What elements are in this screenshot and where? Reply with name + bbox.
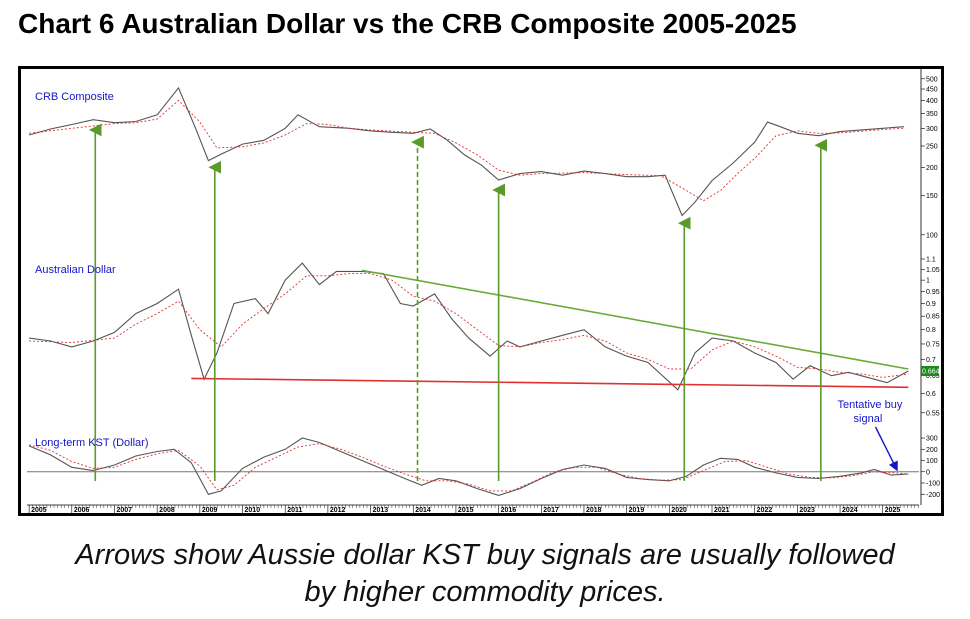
y-tick-label: 100 (926, 458, 938, 465)
x-tick-label: 2011 (287, 507, 302, 513)
y-tick-label: 0.65 (926, 373, 940, 380)
x-tick-label: 2019 (629, 507, 645, 513)
x-tick-label: 2014 (415, 507, 431, 513)
y-tick-label: 350 (926, 111, 938, 118)
panel-title-3: Long-term KST (Dollar) (35, 437, 149, 449)
moving-average-line (29, 99, 905, 202)
x-tick-label: 2009 (202, 507, 218, 513)
y-tick-label: 0.7 (926, 357, 936, 364)
caption-line-1: Arrows show Aussie dollar KST buy signal… (75, 539, 895, 571)
chart-series (28, 86, 909, 496)
y-tick-label: 0.95 (926, 289, 940, 296)
x-tick-label: 2025 (885, 507, 901, 513)
y-tick-label: 0 (926, 469, 930, 476)
y-tick-label: 1.05 (926, 267, 940, 274)
chart-title: Chart 6 Australian Dollar vs the CRB Com… (18, 8, 797, 39)
x-tick-label: 2013 (373, 507, 389, 513)
y-tick-label: 400 (926, 98, 938, 105)
moving-average-line (29, 273, 909, 378)
y-tick-label: 1 (926, 278, 930, 285)
y-tick-label: 200 (926, 165, 938, 172)
y-tick-label: 500 (926, 76, 938, 83)
x-tick-label: 2005 (31, 507, 47, 513)
chart-caption: Arrows show Aussie dollar KST buy signal… (0, 537, 970, 611)
upper-trendline (361, 269, 909, 370)
x-tick-label: 2021 (714, 507, 730, 513)
y-tick-label: 450 (926, 87, 938, 94)
x-tick-label: 2010 (245, 507, 261, 513)
x-tick-label: 2015 (458, 507, 474, 513)
chart-frame: Tentative buy signal CRB Composite 500 450 4… (18, 66, 944, 516)
y-tick-label: 0.75 (926, 341, 940, 348)
x-tick-label: 2023 (799, 507, 815, 513)
x-tick-label: 2020 (671, 507, 687, 513)
y-tick-label: 200 (926, 447, 938, 454)
y-tick-label: 1.1 (926, 256, 936, 263)
lower-trendline (191, 377, 909, 389)
y-tick-label: 0.8 (926, 327, 936, 334)
chart-annotations: Tentative buy signal (838, 399, 903, 472)
x-tick-label: 2022 (757, 507, 773, 513)
caption-line-2: by higher commodity prices. (304, 576, 666, 608)
x-tick-label: 2016 (501, 507, 517, 513)
annotation-text: signal (854, 413, 883, 425)
y-tick-label: 150 (926, 193, 938, 200)
price-line (29, 262, 909, 391)
price-line (28, 437, 909, 496)
x-tick-label: 2006 (74, 507, 90, 513)
y-tick-label: 300 (926, 126, 938, 133)
moving-average-line (28, 443, 909, 492)
x-tick-label: 2012 (330, 507, 346, 513)
y-tick-label: 300 (926, 436, 938, 443)
y-tick-label: 0.6 (926, 391, 936, 398)
y-tick-label: 0.85 (926, 314, 940, 321)
y-tick-label: 0.9 (926, 301, 936, 308)
last-value-label: 0.664 (922, 368, 940, 375)
price-line (28, 86, 905, 217)
panel-title-2: Australian Dollar (35, 264, 116, 276)
last-value-badge (921, 365, 939, 376)
chart-axes: CRB Composite500450400350300250200150100… (27, 69, 940, 513)
y-tick-label: -100 (926, 481, 940, 488)
panel-title-1: CRB Composite (35, 91, 114, 103)
x-tick-label: 2007 (116, 507, 132, 513)
x-tick-label: 2017 (543, 507, 559, 513)
y-tick-label: -200 (926, 492, 940, 499)
y-tick-label: 0.55 (926, 410, 940, 417)
x-tick-label: 2018 (586, 507, 602, 513)
x-tick-label: 2008 (159, 507, 175, 513)
buy-signal-arrows (88, 123, 828, 481)
x-tick-label: 2024 (842, 507, 858, 513)
y-tick-label: 250 (926, 143, 938, 150)
y-tick-label: 100 (926, 232, 938, 239)
annotation-text: Tentative buy (838, 399, 903, 411)
annotation-arrow (874, 426, 898, 472)
